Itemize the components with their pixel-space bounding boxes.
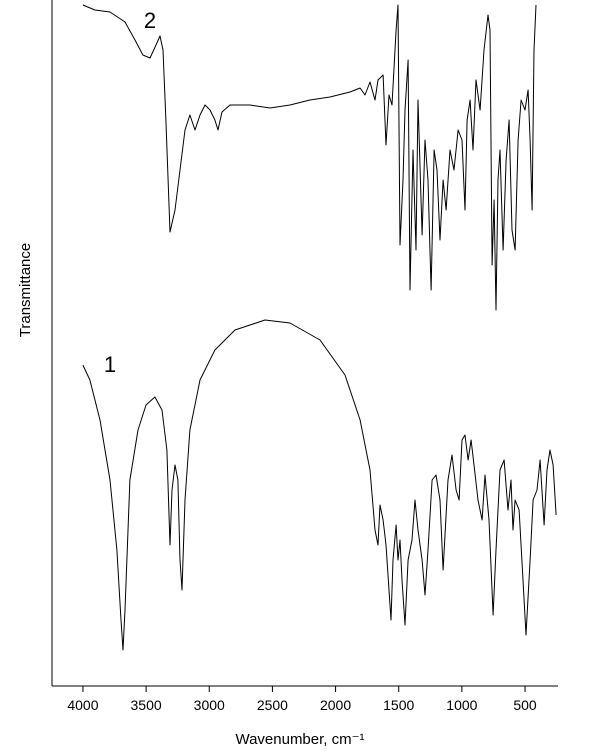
spectrum-line — [82, 319, 557, 651]
annotation: 2 — [144, 8, 156, 33]
x-tick-label: 3500 — [131, 697, 162, 713]
x-tick-label: 2000 — [320, 697, 351, 713]
x-tick-label: 4000 — [67, 697, 98, 713]
annotation: 1 — [104, 352, 116, 377]
y-axis-label: Transmittance — [17, 243, 34, 337]
spectrum-line — [82, 4, 537, 311]
x-tick-label: 2500 — [257, 697, 288, 713]
x-tick-label: 1000 — [446, 697, 477, 713]
x-axis-label: Wavenumber, cm⁻¹ — [235, 731, 364, 748]
x-tick-label: 500 — [513, 697, 537, 713]
x-tick-label: 1500 — [383, 697, 414, 713]
x-tick-label: 3000 — [194, 697, 225, 713]
